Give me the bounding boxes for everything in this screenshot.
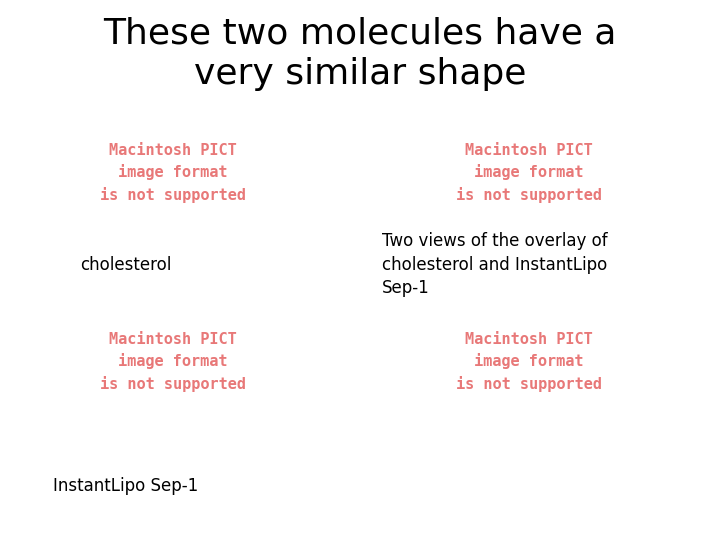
Text: InstantLipo Sep-1: InstantLipo Sep-1 <box>53 477 199 495</box>
Text: These two molecules have a
very similar shape: These two molecules have a very similar … <box>103 16 617 91</box>
Text: Macintosh PICT
image format
is not supported: Macintosh PICT image format is not suppo… <box>100 143 246 203</box>
Text: Macintosh PICT
image format
is not supported: Macintosh PICT image format is not suppo… <box>456 332 602 392</box>
Text: Two views of the overlay of
cholesterol and InstantLipo
Sep-1: Two views of the overlay of cholesterol … <box>382 232 607 297</box>
Text: cholesterol: cholesterol <box>81 255 171 274</box>
Text: Macintosh PICT
image format
is not supported: Macintosh PICT image format is not suppo… <box>100 332 246 392</box>
Text: Macintosh PICT
image format
is not supported: Macintosh PICT image format is not suppo… <box>456 143 602 203</box>
